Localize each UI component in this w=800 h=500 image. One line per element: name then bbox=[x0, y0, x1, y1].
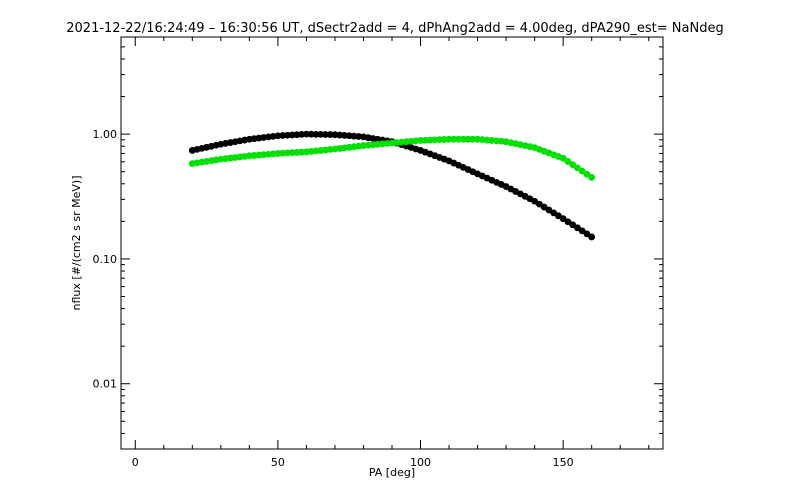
data-point bbox=[459, 135, 467, 143]
x-tick-label: 50 bbox=[271, 456, 285, 469]
data-point bbox=[450, 135, 458, 143]
axis-ticks bbox=[121, 36, 663, 450]
data-point bbox=[421, 136, 429, 144]
x-tick-label: 0 bbox=[132, 456, 139, 469]
series-2 bbox=[188, 135, 596, 181]
y-tick-label: 0.10 bbox=[93, 253, 118, 266]
x-tick-label: 150 bbox=[553, 456, 574, 469]
x-tick-labels: 0 50 100 150 bbox=[132, 456, 574, 469]
data-series bbox=[188, 130, 596, 241]
plot-frame bbox=[120, 36, 664, 450]
data-point bbox=[588, 174, 596, 181]
y-tick-labels: 0.01 0.10 1.00 bbox=[93, 128, 118, 391]
data-point bbox=[469, 135, 477, 143]
data-point bbox=[317, 130, 325, 138]
y-tick-label: 1.00 bbox=[93, 128, 118, 141]
data-point bbox=[326, 131, 334, 138]
data-point bbox=[588, 233, 596, 241]
data-point bbox=[445, 135, 453, 143]
data-point bbox=[464, 135, 472, 143]
data-point bbox=[312, 130, 320, 138]
x-tick-label: 100 bbox=[410, 456, 431, 469]
series-1 bbox=[188, 130, 596, 241]
y-axis-label: nflux [#/(cm2 s sr MeV)] bbox=[70, 176, 83, 311]
data-point bbox=[307, 130, 315, 138]
data-point bbox=[564, 158, 572, 165]
x-axis-label: PA [deg] bbox=[369, 466, 415, 479]
chart-title: 2021-12-22/16:24:49 – 16:30:56 UT, dSect… bbox=[66, 21, 723, 36]
data-point bbox=[436, 136, 443, 144]
data-point bbox=[322, 131, 329, 138]
y-tick-label: 0.01 bbox=[93, 378, 118, 391]
data-point bbox=[303, 130, 310, 138]
data-point bbox=[455, 135, 462, 143]
